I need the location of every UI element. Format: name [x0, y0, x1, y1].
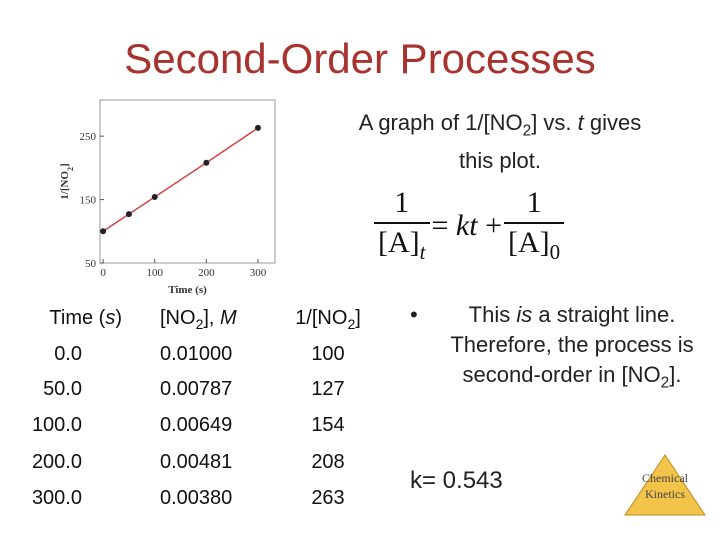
text-run: 2 [660, 374, 670, 392]
point [151, 194, 158, 201]
table-header: 1/[NO2] [228, 307, 428, 332]
text-run: 2 [66, 167, 75, 171]
text-run: [A] [378, 226, 420, 259]
table-cell: 263 [311, 487, 345, 509]
y-axis-label: 1/[NO2] [59, 163, 75, 199]
numerator: 1 [374, 186, 430, 224]
text-run: 1/[NO [295, 307, 348, 329]
text-run: kt [455, 208, 478, 242]
y-tick-label: 50 [85, 258, 97, 270]
slide-title: Second-Order Processes [124, 35, 596, 82]
y-tick-label: 150 [80, 195, 97, 207]
table-cell: 0.00649 [160, 414, 233, 436]
point [203, 159, 210, 166]
text-run: 1/[NO [59, 171, 71, 200]
table-cell: 0.0 [54, 343, 82, 365]
equation: 1 [A]t = kt + 1 [A]0 [372, 186, 566, 265]
denominator: [A]t [378, 224, 426, 265]
logo-triangle [624, 454, 706, 516]
text-run: t [577, 110, 584, 135]
table-cell: 154 [311, 414, 345, 436]
x-axis-label: Time (s) [168, 284, 207, 296]
bullet-text: This is a straight line. Therefore, the … [434, 300, 710, 398]
fit-line [102, 127, 259, 232]
text-run: t [419, 240, 426, 264]
text-run: 2 [195, 316, 204, 332]
logo: Chemical Kinetics [630, 470, 700, 502]
text-run: a straight line. Therefore, the process … [450, 302, 694, 387]
table-cell: 127 [311, 378, 345, 400]
text-run: ) [115, 307, 122, 329]
logo-line: Chemical [642, 471, 688, 485]
rate-constant: k= 0.543 [410, 467, 503, 494]
plot-frame [99, 99, 276, 264]
table-header: Time (s) [0, 307, 122, 330]
x-tick-label: 300 [250, 267, 267, 279]
text-run: 2 [522, 122, 532, 140]
fraction: 1 [A]0 [504, 186, 565, 265]
point [100, 228, 107, 235]
bullet-dot: • [410, 302, 418, 327]
text-run: [NO [160, 307, 196, 329]
table-header: [NO2], M [160, 307, 237, 332]
table-cell: 300.0 [31, 487, 82, 509]
text-run: Time ( [49, 307, 106, 329]
text-run: ] vs. [531, 110, 578, 135]
logo-line: Kinetics [645, 487, 685, 501]
x-tick-label: 100 [146, 267, 163, 279]
text-run: M [220, 307, 237, 329]
text-run: = [431, 208, 456, 242]
fraction: 1 [A]t [374, 186, 430, 265]
y-tick-label: 250 [80, 131, 97, 143]
point [254, 124, 261, 131]
table-cell: 0.01000 [160, 343, 233, 365]
table-cell: 0.00787 [160, 378, 233, 400]
text-run: s [105, 307, 116, 329]
numerator: 1 [504, 186, 565, 224]
text-run: ]. [669, 362, 682, 387]
table-cell: 0.00380 [160, 487, 233, 509]
text-run: is [516, 302, 533, 327]
table-cell: 0.00481 [160, 451, 233, 473]
x-tick-label: 0 [100, 267, 106, 279]
table-cell: 100 [311, 343, 345, 365]
text-run: ], [203, 307, 221, 329]
text-run: This [468, 302, 517, 327]
text-run: A graph of 1/[NO [358, 110, 523, 135]
equation-middle: = kt + [432, 209, 503, 243]
point [125, 211, 132, 218]
caption: A graph of 1/[NO2] vs. t gives this plot… [345, 108, 655, 176]
text-run: [A] [508, 226, 550, 259]
text-run: + [477, 208, 502, 242]
denominator: [A]0 [508, 224, 560, 265]
text-run: 0 [549, 240, 561, 264]
table-cell: 208 [311, 451, 345, 473]
table-cell: 100.0 [31, 414, 82, 436]
text-run: 2 [347, 316, 356, 332]
bullet: • This is a straight line. Therefore, the… [410, 300, 710, 398]
text-run: ] [59, 163, 71, 167]
table-cell: 200.0 [31, 451, 82, 473]
x-tick-label: 200 [198, 267, 215, 279]
table-cell: 50.0 [43, 378, 82, 400]
text-run: gives this plot. [459, 110, 642, 174]
text-run: ] [355, 307, 361, 329]
